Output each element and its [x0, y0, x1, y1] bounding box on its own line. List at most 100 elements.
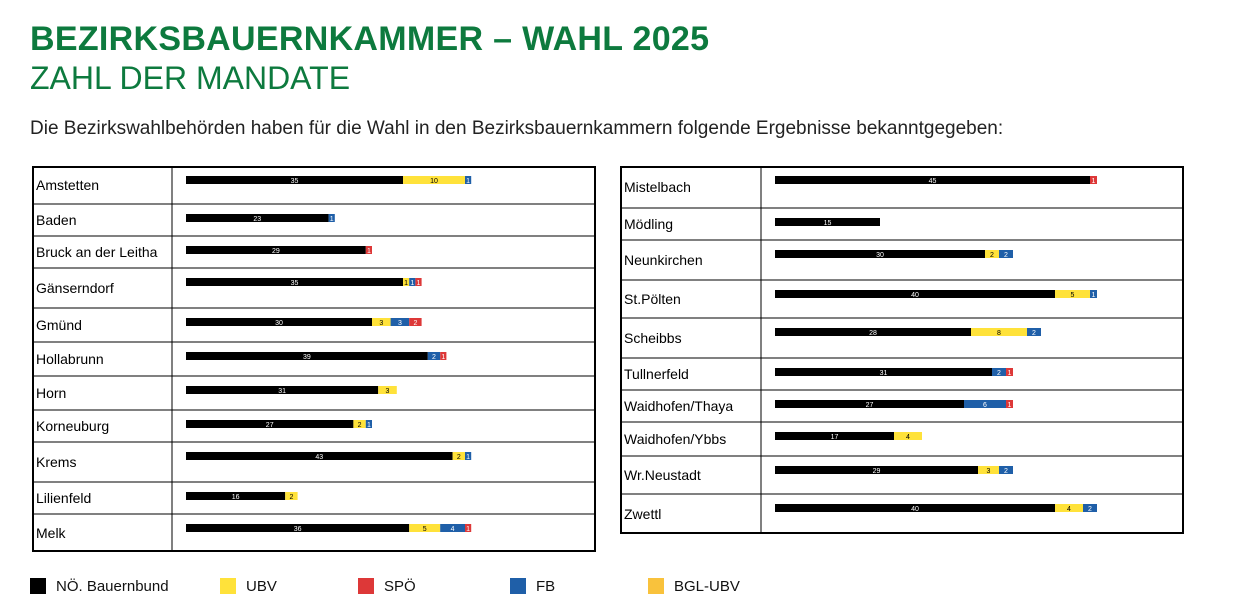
bar-melk-fb — [440, 524, 465, 532]
bar-label-korneuburg-fb: 1 — [367, 422, 371, 429]
bar-label-hollabrunn-spoe: 1 — [441, 354, 445, 361]
category-label-mistelbach: Mistelbach — [624, 179, 691, 195]
category-label-wr-neustadt: Wr.Neustadt — [624, 467, 701, 483]
bar-waidhofen-thaya-fb — [964, 400, 1006, 408]
category-label-tullnerfeld: Tullnerfeld — [624, 366, 689, 382]
bar-neunkirchen-ubv — [985, 250, 999, 258]
bar-label-st-poelten-ubv: 5 — [1071, 292, 1075, 299]
bar-label-gaenserndorf-fb: 1 — [410, 280, 414, 287]
bar-lilienfeld-noe-bauernbund — [186, 492, 286, 500]
bar-amstetten-ubv — [403, 176, 465, 184]
category-label-horn: Horn — [36, 385, 66, 401]
bar-gmuend-spoe — [409, 318, 422, 326]
legend-swatch-ubv — [220, 578, 236, 594]
bar-label-melk-noe-bauernbund: 36 — [294, 526, 302, 533]
bar-label-zwettl-noe-bauernbund: 40 — [911, 506, 919, 513]
bar-korneuburg-ubv — [353, 420, 366, 428]
bar-hollabrunn-spoe — [440, 352, 447, 360]
bar-label-tullnerfeld-fb: 2 — [997, 370, 1001, 377]
bar-st-poelten-noe-bauernbund — [775, 290, 1055, 298]
bar-label-scheibbs-ubv: 8 — [997, 330, 1001, 337]
bar-label-waidhofen-ybbs-ubv: 4 — [906, 434, 910, 441]
bar-label-st-poelten-noe-bauernbund: 40 — [911, 292, 919, 299]
bar-krems-noe-bauernbund — [186, 452, 453, 460]
category-label-bruck-an-der-leitha: Bruck an der Leitha — [36, 244, 158, 260]
category-label-gmuend: Gmünd — [36, 317, 82, 333]
bar-label-gmuend-spoe: 2 — [413, 320, 417, 327]
bar-label-melk-ubv: 5 — [423, 526, 427, 533]
bar-tullnerfeld-spoe — [1006, 368, 1013, 376]
bar-mistelbach-noe-bauernbund — [775, 176, 1090, 184]
category-label-amstetten: Amstetten — [36, 177, 99, 193]
bar-label-melk-fb: 4 — [451, 526, 455, 533]
legend-item-bauernbund: NÖ. Bauernbund — [30, 576, 169, 596]
bar-label-baden-fb: 1 — [330, 216, 334, 223]
category-label-krems: Krems — [36, 454, 76, 470]
bar-krems-ubv — [452, 452, 465, 460]
bar-melk-ubv — [409, 524, 441, 532]
bar-label-bruck-an-der-leitha-noe-bauernbund: 29 — [272, 248, 280, 255]
bar-tullnerfeld-fb — [992, 368, 1006, 376]
category-label-hollabrunn: Hollabrunn — [36, 351, 104, 367]
bar-scheibbs-noe-bauernbund — [775, 328, 971, 336]
bar-label-waidhofen-thaya-noe-bauernbund: 27 — [866, 402, 874, 409]
legend-item-fb: FB — [510, 576, 555, 596]
bar-label-korneuburg-ubv: 2 — [358, 422, 362, 429]
bar-label-mistelbach-noe-bauernbund: 45 — [929, 178, 937, 185]
category-label-moedling: Mödling — [624, 216, 673, 232]
category-label-st-poelten: St.Pölten — [624, 291, 681, 307]
bar-korneuburg-fb — [365, 420, 372, 428]
bar-gmuend-ubv — [372, 318, 391, 326]
bar-label-amstetten-fb: 1 — [466, 178, 470, 185]
bar-waidhofen-thaya-noe-bauernbund — [775, 400, 964, 408]
legend-label-spoe: SPÖ — [384, 577, 416, 595]
intro-text: Die Bezirkswahlbehörden haben für die Wa… — [30, 118, 1004, 139]
bar-label-melk-spoe: 1 — [466, 526, 470, 533]
bar-label-lilienfeld-noe-bauernbund: 16 — [232, 494, 240, 501]
bar-label-gaenserndorf-spoe: 1 — [417, 280, 421, 287]
bar-label-wr-neustadt-fb: 2 — [1004, 468, 1008, 475]
legend-swatch-bauernbund — [30, 578, 46, 594]
bar-wr-neustadt-fb — [999, 466, 1013, 474]
bar-bruck-an-der-leitha-noe-bauernbund — [186, 246, 366, 254]
bar-label-zwettl-fb: 2 — [1088, 506, 1092, 513]
bar-gaenserndorf-spoe — [415, 278, 422, 286]
bar-bruck-an-der-leitha-spoe — [365, 246, 372, 254]
bar-label-horn-ubv: 3 — [386, 388, 390, 395]
bar-waidhofen-ybbs-noe-bauernbund — [775, 432, 894, 440]
bar-label-hollabrunn-noe-bauernbund: 39 — [303, 354, 311, 361]
bar-waidhofen-thaya-spoe — [1006, 400, 1013, 408]
bar-label-neunkirchen-fb: 2 — [1004, 252, 1008, 259]
bar-scheibbs-ubv — [971, 328, 1027, 336]
legend-label-ubv: UBV — [246, 577, 277, 595]
table-frame — [32, 166, 596, 552]
bar-label-lilienfeld-ubv: 2 — [289, 494, 293, 501]
category-label-zwettl: Zwettl — [624, 506, 661, 522]
bar-label-krems-noe-bauernbund: 43 — [315, 454, 323, 461]
bar-neunkirchen-noe-bauernbund — [775, 250, 985, 258]
bar-melk-spoe — [465, 524, 472, 532]
category-label-scheibbs: Scheibbs — [624, 330, 682, 346]
legend-label-bgl-ubv: BGL-UBV — [674, 577, 740, 595]
bar-gaenserndorf-noe-bauernbund — [186, 278, 403, 286]
bar-label-korneuburg-noe-bauernbund: 27 — [266, 422, 274, 429]
bar-zwettl-fb — [1083, 504, 1097, 512]
legend-label-bauernbund: NÖ. Bauernbund — [56, 577, 169, 595]
bar-melk-noe-bauernbund — [186, 524, 410, 532]
bar-horn-noe-bauernbund — [186, 386, 379, 394]
bar-wr-neustadt-noe-bauernbund — [775, 466, 978, 474]
bar-label-wr-neustadt-ubv: 3 — [987, 468, 991, 475]
bar-label-zwettl-ubv: 4 — [1067, 506, 1071, 513]
bar-krems-fb — [465, 452, 472, 460]
bar-gmuend-fb — [390, 318, 410, 326]
category-label-baden: Baden — [36, 212, 76, 228]
bar-label-waidhofen-thaya-spoe: 1 — [1008, 402, 1012, 409]
bar-label-gaenserndorf-noe-bauernbund: 35 — [291, 280, 299, 287]
bar-amstetten-noe-bauernbund — [186, 176, 403, 184]
bar-label-waidhofen-ybbs-noe-bauernbund: 17 — [831, 434, 839, 441]
category-label-waidhofen-thaya: Waidhofen/Thaya — [624, 398, 733, 414]
bar-label-scheibbs-noe-bauernbund: 28 — [869, 330, 877, 337]
bar-label-gmuend-ubv: 3 — [379, 320, 383, 327]
bar-scheibbs-fb — [1027, 328, 1041, 336]
bar-zwettl-ubv — [1055, 504, 1083, 512]
